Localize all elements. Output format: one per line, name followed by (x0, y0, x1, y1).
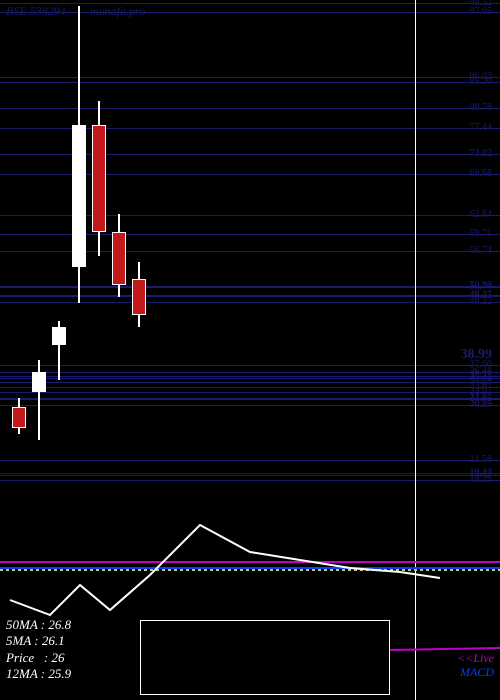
grid-line (0, 405, 500, 406)
price-label: Price : 26 (6, 650, 71, 666)
grid-line (0, 82, 500, 83)
grid-label: 77.44 (470, 122, 493, 133)
ma5-label: 5MA : 26.1 (6, 633, 71, 649)
price-panel[interactable]: BSE 538294 munafa.pro 38.99 98.5297.0586… (0, 0, 500, 480)
grid-line (0, 108, 500, 109)
grid-label: 69.68 (470, 168, 493, 179)
grid-line (0, 365, 500, 366)
grid-label: 97.05 (470, 6, 493, 17)
grid-label: 49.42 (470, 289, 493, 300)
ma50-label: 50MA : 26.8 (6, 617, 71, 633)
grid-line (0, 382, 500, 383)
grid-line (0, 12, 500, 13)
macd-histogram-box (140, 620, 390, 695)
live-label: <<Live (457, 651, 494, 666)
grid-label: 21.58 (470, 454, 493, 465)
grid-line (0, 302, 500, 303)
grid-line (0, 372, 500, 373)
grid-label: 59.71 (470, 228, 493, 239)
grid-line (0, 287, 500, 288)
grid-line (0, 378, 500, 379)
grid-line (0, 296, 500, 297)
grid-line (0, 295, 500, 296)
grid-label: 62.84 (470, 209, 493, 220)
macd-panel[interactable]: 50MA : 26.8 5MA : 26.1 Price : 26 12MA :… (0, 480, 500, 700)
macd-pink-line (390, 648, 500, 650)
grid-line (0, 3, 500, 4)
grid-line (0, 460, 500, 461)
grid-label: 85.20 (470, 76, 493, 87)
grid-line (0, 473, 500, 474)
grid-line (0, 77, 500, 78)
chart-container: BSE 538294 munafa.pro 38.99 98.5297.0586… (0, 0, 500, 700)
grid-line (0, 387, 500, 388)
grid-label: 30.89 (470, 399, 493, 410)
macd-label: MACD (460, 665, 494, 680)
ma12-label: 12MA : 25.9 (6, 666, 71, 682)
grid-label: 56.74 (470, 245, 493, 256)
grid-label: 80.78 (470, 102, 493, 113)
stats-block: 50MA : 26.8 5MA : 26.1 Price : 26 12MA :… (6, 617, 71, 682)
grid-line (0, 399, 500, 400)
grid-line (0, 392, 500, 393)
grid-line (0, 475, 500, 476)
grid-line (0, 376, 500, 377)
grid-label: 73.02 (470, 148, 493, 159)
